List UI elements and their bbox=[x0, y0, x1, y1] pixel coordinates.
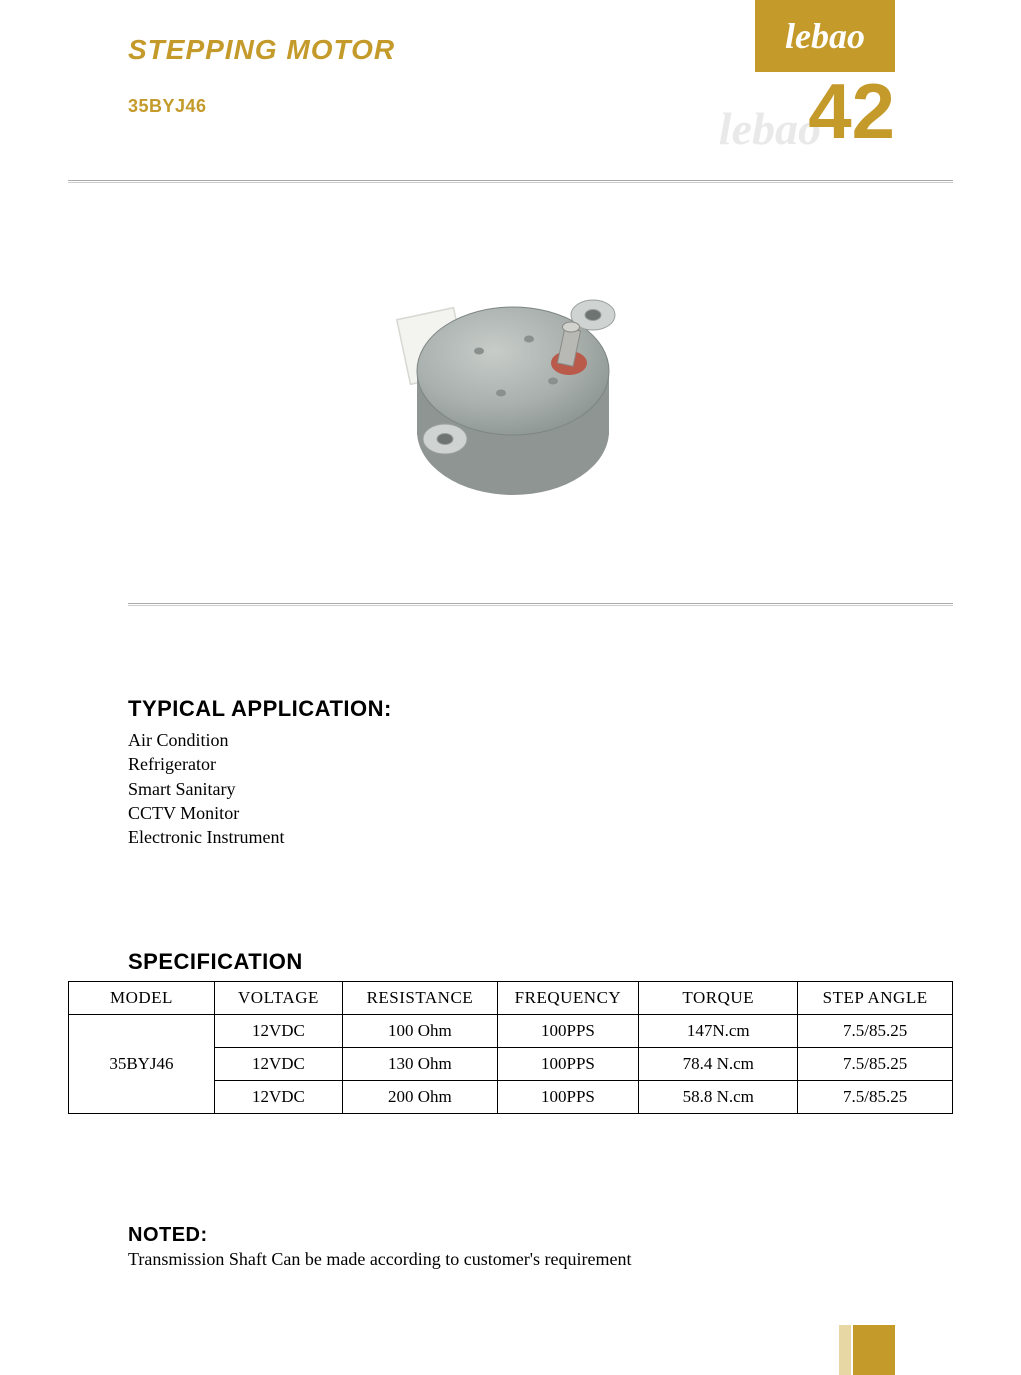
footer-accent bbox=[853, 1325, 895, 1375]
table-header-row: MODEL VOLTAGE RESISTANCE FREQUENCY TORQU… bbox=[69, 982, 953, 1015]
header: STEPPING MOTOR 35BYJ46 lebao lebao 42 bbox=[0, 0, 1021, 180]
application-item: Air Condition bbox=[128, 728, 953, 752]
noted-heading: NOTED: bbox=[128, 1224, 953, 1247]
noted-section: NOTED: Transmission Shaft Can be made ac… bbox=[0, 1224, 1021, 1270]
application-item: Refrigerator bbox=[128, 752, 953, 776]
cell-model: 35BYJ46 bbox=[69, 1015, 215, 1114]
cell: 78.4 N.cm bbox=[639, 1048, 798, 1081]
cell: 12VDC bbox=[214, 1048, 342, 1081]
col-stepangle: STEP ANGLE bbox=[798, 982, 953, 1015]
application-item: Electronic Instrument bbox=[128, 825, 953, 849]
specification-table: MODEL VOLTAGE RESISTANCE FREQUENCY TORQU… bbox=[68, 981, 953, 1114]
col-voltage: VOLTAGE bbox=[214, 982, 342, 1015]
cell: 100 Ohm bbox=[343, 1015, 498, 1048]
page-number: 42 bbox=[808, 72, 895, 150]
specification-heading: SPECIFICATION bbox=[128, 949, 953, 975]
cell: 200 Ohm bbox=[343, 1081, 498, 1114]
cell: 130 Ohm bbox=[343, 1048, 498, 1081]
cell: 58.8 N.cm bbox=[639, 1081, 798, 1114]
col-resistance: RESISTANCE bbox=[343, 982, 498, 1015]
cell: 7.5/85.25 bbox=[798, 1081, 953, 1114]
divider-mid bbox=[128, 603, 953, 606]
cell: 100PPS bbox=[497, 1081, 638, 1114]
applications-list: Air Condition Refrigerator Smart Sanitar… bbox=[128, 728, 953, 849]
cell: 12VDC bbox=[214, 1081, 342, 1114]
cell: 147N.cm bbox=[639, 1015, 798, 1048]
cell: 7.5/85.25 bbox=[798, 1015, 953, 1048]
col-model: MODEL bbox=[69, 982, 215, 1015]
specification-section: SPECIFICATION MODEL VOLTAGE RESISTANCE F… bbox=[0, 949, 1021, 1114]
applications-section: TYPICAL APPLICATION: Air Condition Refri… bbox=[0, 696, 1021, 849]
brand-logo-text: lebao bbox=[785, 15, 865, 57]
application-item: CCTV Monitor bbox=[128, 801, 953, 825]
footer-accent-light bbox=[839, 1325, 851, 1375]
col-frequency: FREQUENCY bbox=[497, 982, 638, 1015]
cell: 100PPS bbox=[497, 1048, 638, 1081]
brand-logo-tab: lebao bbox=[755, 0, 895, 72]
col-torque: TORQUE bbox=[639, 982, 798, 1015]
cell: 12VDC bbox=[214, 1015, 342, 1048]
brand-watermark: lebao bbox=[719, 102, 821, 155]
application-item: Smart Sanitary bbox=[128, 777, 953, 801]
table-row: 35BYJ46 12VDC 100 Ohm 100PPS 147N.cm 7.5… bbox=[69, 1015, 953, 1048]
product-image-region bbox=[0, 183, 1021, 603]
cell: 7.5/85.25 bbox=[798, 1048, 953, 1081]
cell: 100PPS bbox=[497, 1015, 638, 1048]
motor-illustration bbox=[361, 243, 661, 543]
applications-heading: TYPICAL APPLICATION: bbox=[128, 696, 953, 722]
noted-text: Transmission Shaft Can be made according… bbox=[128, 1249, 953, 1270]
